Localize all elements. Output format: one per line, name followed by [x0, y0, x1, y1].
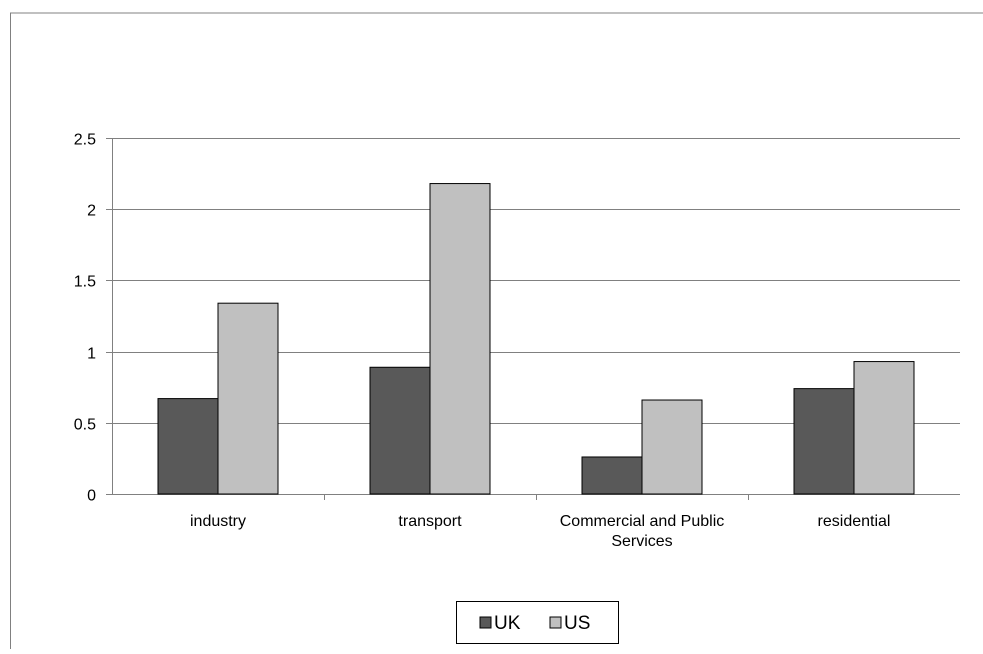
bar-uk — [793, 388, 855, 495]
x-category-label: industry — [190, 513, 246, 530]
legend-label-uk: UK — [494, 613, 521, 634]
bar-uk — [581, 456, 643, 495]
y-tick-label: 1.5 — [74, 274, 96, 291]
legend-label-us: US — [564, 613, 590, 634]
bars — [157, 183, 915, 495]
legend-swatch-us — [549, 616, 562, 629]
bar-us — [217, 302, 279, 495]
x-category-label: Commercial and Public Services — [560, 513, 725, 550]
bar-us — [853, 361, 915, 495]
y-tick-label: 1 — [87, 346, 96, 363]
x-category-label: residential — [818, 513, 891, 530]
y-tick-label: 0 — [87, 488, 96, 505]
y-tick-label: 2 — [87, 203, 96, 220]
axes — [106, 138, 960, 500]
legend-swatch-uk — [479, 616, 492, 629]
legend: UK US — [456, 601, 619, 644]
y-tick-label: 0.5 — [74, 417, 96, 434]
bar-us — [641, 399, 703, 495]
bar-uk — [157, 398, 219, 495]
bar-uk — [369, 366, 431, 495]
y-tick-label: 2.5 — [74, 132, 96, 149]
axis-labels: 0 0.5 1 1.5 2 2.5 industry transport Commercial … — [74, 132, 891, 551]
bar-us — [429, 183, 491, 495]
x-category-label: transport — [398, 513, 462, 530]
